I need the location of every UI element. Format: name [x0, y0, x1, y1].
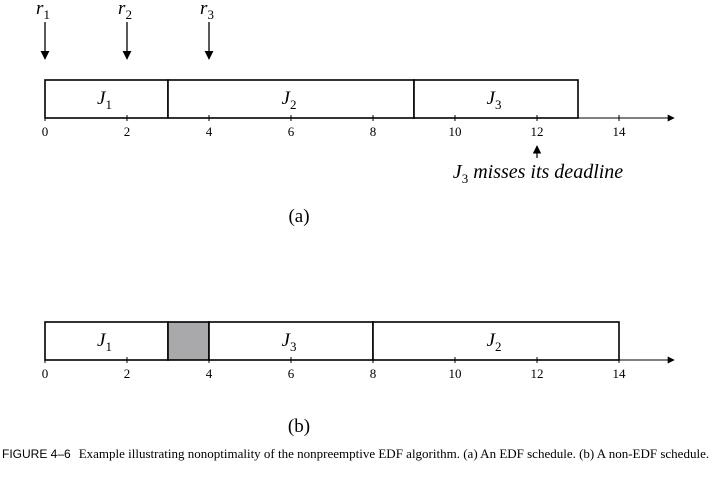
job-label-1-main: J	[97, 88, 107, 109]
tick-label: 0	[42, 124, 49, 139]
tick-label: 12	[531, 124, 544, 139]
job-label-1-sub: 1	[105, 97, 112, 112]
release-label-2: r2	[118, 0, 132, 22]
tick-label: 14	[613, 124, 627, 139]
tick-label: 12	[531, 366, 544, 381]
caption-text: Example illustrating nonoptimality of th…	[78, 446, 710, 461]
tick-label: 8	[370, 124, 377, 139]
release-label-3-sub: 3	[207, 7, 214, 22]
tick-label: 10	[449, 124, 462, 139]
job-block-2	[372, 321, 620, 361]
job-label-2: J2	[487, 330, 502, 354]
release-label-2-main: r	[118, 0, 126, 19]
job-label-1-main: J	[97, 330, 107, 351]
job-label-2-sub: 2	[495, 339, 502, 354]
deadline-annotation: J3 misses its deadline	[453, 161, 624, 186]
job-block-1	[44, 79, 169, 119]
panel-label: (a)	[288, 206, 309, 227]
job-label-3: J3	[282, 330, 297, 354]
job-label-2: J2	[282, 88, 297, 112]
tick-label: 2	[124, 124, 131, 139]
tick-label: 14	[613, 366, 627, 381]
tick-label: 10	[449, 366, 462, 381]
job-block-1	[44, 321, 169, 361]
release-markers: r1 r2 r3	[36, 0, 214, 60]
job-label-2-sub: 2	[290, 97, 297, 112]
deadline-annotation-sub: 3	[462, 171, 469, 186]
deadline-annotation-text: misses its deadline	[468, 161, 623, 183]
tick-label: 8	[370, 366, 377, 381]
job-label-3-main: J	[487, 88, 497, 109]
release-label-2-sub: 2	[125, 7, 132, 22]
tick-label: 2	[124, 366, 131, 381]
job-label-2-main: J	[282, 88, 292, 109]
job-label-3-sub: 3	[290, 339, 297, 354]
figure-caption: FIGURE 4–6 Example illustrating nonoptima…	[2, 445, 710, 463]
release-label-1: r1	[36, 0, 50, 22]
tick-label: 4	[206, 124, 213, 139]
job-label-1-sub: 1	[105, 339, 112, 354]
schedule-b: J1 J3 J20 2 4 6 8 10 12 14(b)	[42, 321, 675, 437]
job-label-3: J3	[487, 88, 502, 112]
release-label-1-sub: 1	[43, 7, 50, 22]
job-label-3-sub: 3	[495, 97, 502, 112]
job-label-3-main: J	[282, 330, 292, 351]
deadline-annotation-job: J	[453, 161, 463, 183]
idle-block	[167, 321, 210, 361]
tick-label: 0	[42, 366, 49, 381]
schedule-a: J1 J2 J30 2 4 6 8 10 12 14(a)J3 misses its deadli…	[42, 79, 675, 227]
job-label-2-main: J	[487, 330, 497, 351]
release-label-3: r3	[200, 0, 214, 22]
release-label-3-main: r	[200, 0, 208, 19]
release-label-1-main: r	[36, 0, 44, 19]
panel-label: (b)	[288, 416, 310, 437]
job-label-1: J1	[97, 88, 112, 112]
figure-number: FIGURE 4–6	[2, 447, 71, 461]
tick-label: 6	[288, 124, 295, 139]
job-label-1: J1	[97, 330, 112, 354]
tick-label: 6	[288, 366, 295, 381]
tick-label: 4	[206, 366, 213, 381]
